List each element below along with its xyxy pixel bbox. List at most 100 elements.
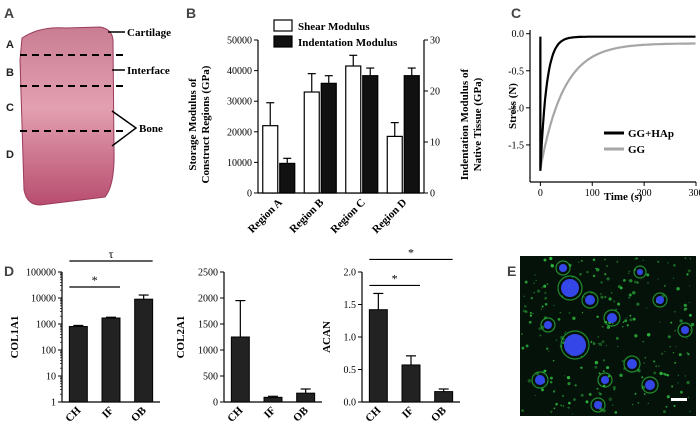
d-col1a1-y-tick-label: 1000 (36, 320, 56, 331)
panel-label-e: E (507, 263, 516, 279)
matrix-speck (642, 340, 644, 343)
matrix-speck (657, 278, 659, 281)
matrix-speck (655, 365, 657, 367)
matrix-speck (604, 273, 607, 276)
matrix-speck (544, 302, 548, 306)
cell-nucleus (645, 380, 655, 390)
cell-nucleus (585, 295, 595, 305)
matrix-speck (546, 283, 549, 285)
matrix-speck (537, 289, 541, 293)
matrix-speck (598, 342, 603, 346)
matrix-speck (664, 373, 668, 376)
c-y-axis-title: Stress (N) (507, 83, 519, 129)
b-y2-axis-title-line2: Native Tissue (GPa) (472, 77, 484, 171)
b-legend-label: Indentation Modulus (298, 37, 398, 49)
matrix-speck (524, 280, 528, 284)
cell-nucleus (561, 279, 579, 297)
d-col2a1-y-tick-label: 2500 (198, 268, 218, 279)
matrix-speck (549, 256, 553, 261)
matrix-speck (688, 313, 692, 317)
matrix-speck (674, 361, 677, 364)
matrix-speck (562, 405, 565, 407)
matrix-speck (600, 281, 603, 284)
d-col2a1-y-tick-label: 2000 (198, 294, 218, 305)
matrix-speck (622, 321, 625, 323)
matrix-speck (572, 316, 576, 320)
d-acan-bar (401, 364, 421, 403)
matrix-speck (628, 270, 631, 273)
d-acan-significance-mark: * (392, 271, 398, 285)
matrix-speck (555, 339, 558, 342)
cell-nucleus (637, 269, 643, 275)
b-left-tick-label: 50000 (227, 36, 252, 47)
matrix-speck (667, 262, 669, 264)
matrix-speck (585, 400, 589, 404)
matrix-speck (601, 340, 605, 343)
d-col2a1-bar (296, 392, 316, 403)
matrix-speck (646, 332, 651, 337)
b-bar (362, 75, 379, 194)
b-left-tick-label: 20000 (227, 127, 252, 138)
matrix-speck (617, 302, 621, 306)
matrix-speck (533, 291, 535, 294)
b-right-tick-label: 10 (430, 138, 440, 149)
matrix-speck (544, 291, 547, 294)
matrix-speck (611, 292, 613, 294)
matrix-speck (652, 360, 656, 363)
matrix-speck (615, 336, 619, 340)
matrix-speck (608, 297, 612, 301)
matrix-speck (626, 324, 629, 327)
matrix-speck (580, 366, 583, 370)
c-x-tick-label: 300 (689, 188, 700, 199)
matrix-speck (550, 264, 555, 268)
d-acan-significance-mark: * (408, 245, 414, 259)
matrix-speck (653, 371, 657, 375)
d-col1a1-y-tick-label: 100 (41, 346, 56, 357)
matrix-speck (646, 307, 648, 309)
d-col1a1-y-tick-label: 10 (46, 372, 56, 383)
matrix-speck (683, 303, 687, 308)
b-legend-swatch (273, 19, 293, 32)
matrix-speck (687, 396, 690, 399)
matrix-speck (550, 263, 552, 265)
d-acan-bar (434, 391, 454, 403)
matrix-speck (677, 382, 679, 384)
matrix-speck (632, 403, 634, 406)
matrix-speck (671, 385, 674, 388)
matrix-speck (528, 320, 532, 324)
b-y-axis-title-line2: Construct Regions (GPa) (200, 65, 212, 183)
matrix-speck (579, 272, 582, 276)
cell-nucleus (559, 264, 567, 272)
b-legend-label: Shear Modulus (298, 21, 370, 33)
d-col1a1-y-tick-label: 1 (51, 398, 56, 409)
panel-label-d: D (4, 263, 14, 279)
matrix-speck (644, 356, 647, 359)
matrix-speck (606, 265, 608, 267)
d-acan-category-label: IF (400, 404, 416, 420)
cell-nucleus (656, 296, 664, 304)
matrix-speck (635, 257, 638, 260)
matrix-speck (616, 260, 619, 263)
c-series-line (539, 42, 696, 169)
matrix-speck (690, 329, 692, 331)
matrix-speck (521, 346, 525, 350)
matrix-speck (615, 308, 617, 311)
matrix-speck (527, 379, 532, 383)
b-bar (403, 75, 420, 194)
d-col1a1-significance-mark: τ (109, 247, 114, 261)
matrix-speck (678, 353, 682, 357)
cell-lacuna (633, 265, 647, 279)
matrix-speck (632, 291, 636, 295)
matrix-speck (675, 346, 677, 348)
matrix-speck (686, 337, 688, 339)
matrix-speck (686, 380, 690, 385)
matrix-speck (567, 406, 569, 408)
matrix-speck (553, 407, 556, 410)
cell-lacuna (581, 291, 599, 309)
matrix-speck (642, 259, 644, 261)
matrix-speck (636, 281, 639, 284)
matrix-speck (672, 277, 675, 279)
b-category-label: Region C (328, 197, 367, 236)
b-bar (320, 82, 337, 194)
cell-nucleus (601, 376, 609, 384)
